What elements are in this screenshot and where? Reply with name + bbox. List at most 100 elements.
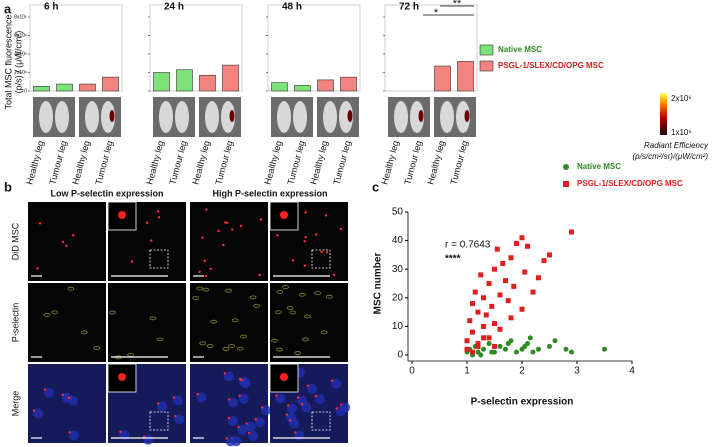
leg-shape [410,101,424,133]
bar [176,69,193,92]
inset-cell [118,211,126,219]
nucleus [248,430,259,441]
y-tick-label: 30 [392,264,404,275]
cell [289,419,292,422]
zoom-box [311,249,331,269]
leg-shape [55,101,69,133]
nucleus [314,394,325,405]
point [464,338,470,344]
bar [434,65,451,92]
leg-shape [293,101,307,133]
cell [201,236,204,239]
nucleus [306,383,317,394]
point [525,243,530,249]
legend-label: PSGL-1/SLEX/CD/OPG MSC [577,179,683,188]
vessel [302,337,309,342]
x-tick-label: 2 [519,366,525,377]
nucleus [261,405,272,416]
cell [314,394,318,398]
x-tick-label: Healthy leg [379,140,400,186]
cell [227,416,231,420]
point [492,266,497,272]
cell [304,211,307,214]
vessel [271,338,278,343]
point [481,323,486,329]
y-tick-label: 8x10⁶ [14,14,27,20]
cell [119,430,122,434]
legend-swatch [479,60,494,72]
point [492,343,497,349]
point [514,240,519,246]
cell [204,274,208,278]
nucleus [287,403,298,414]
y-tick-label: 50 [392,207,404,218]
cell [174,414,177,418]
y-axis-label: Total MSC fluorescence [3,14,13,109]
zoom-box [149,411,169,431]
cell [67,396,71,400]
facet-frame [267,4,361,92]
micrograph [190,202,268,281]
bar [79,83,96,92]
vessel [286,306,294,310]
colorbar [660,93,667,135]
point [505,298,511,304]
x-tick-label: 4 [629,366,635,377]
nucleus [143,434,154,445]
leg-shape [440,101,454,133]
point [536,346,541,352]
cell [286,404,290,407]
cell [330,379,334,382]
point [508,255,514,261]
cell [68,431,71,434]
leg-shape [205,101,219,133]
legend-label: Native MSC [577,162,621,171]
cell [254,418,257,421]
nucleus [228,397,239,408]
vessel [156,337,164,342]
cell [225,437,228,440]
point [519,306,525,312]
nucleus [245,421,256,432]
x-tick-label: Healthy leg [70,140,91,186]
cell [247,431,251,435]
point [514,349,519,355]
annotation: r = 0.7643 [445,240,491,251]
panel-label: a [4,1,12,16]
y-tick-label: 40 [392,235,404,246]
leg-shape [277,101,291,133]
x-tick-label: Tumour leg [331,140,352,186]
facet-title: 48 h [282,2,302,13]
vessel [275,310,282,315]
vessel [192,296,200,300]
vessel [282,285,289,289]
point [511,283,517,289]
x-tick-label: Healthy leg [308,140,329,186]
nucleus [68,430,79,441]
cell [223,372,227,375]
inset-cell [280,373,288,381]
x-tick-label: Healthy leg [144,140,165,186]
vessel [210,319,217,324]
point [541,258,547,264]
nucleus [157,401,168,412]
inset-cell [280,211,288,219]
nucleus [119,429,130,440]
point [492,321,497,327]
colorbar-label: 2x10⁶ [671,94,692,103]
facet-title: 24 h [164,2,184,13]
point [508,315,514,321]
y-axis-label: MSC number [373,253,384,315]
nucleus [289,418,300,429]
cell [276,234,279,237]
y-axis-label: (p/s) / (μW/cm²) [13,31,23,94]
vessel [325,294,333,299]
y-tick-label: 0 [397,350,403,361]
micrograph [28,202,106,281]
point [497,326,503,332]
point [522,269,528,275]
cell [130,260,134,263]
colorbar-units: (p/s/cm²/sr)/(μW/cm²) [633,152,709,161]
point [470,329,475,335]
